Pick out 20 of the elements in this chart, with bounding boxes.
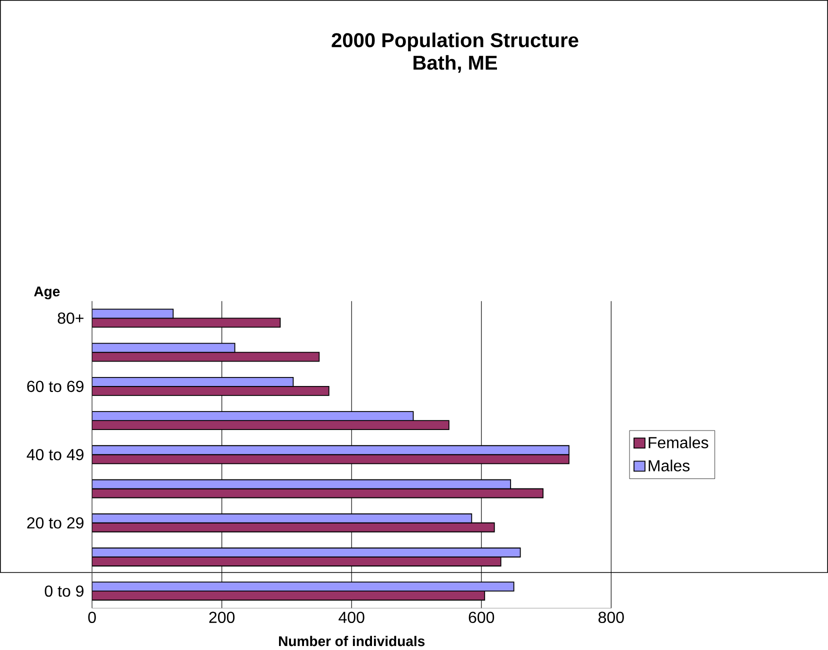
- x-tick-label: 200: [209, 612, 235, 624]
- bar: [92, 488, 544, 498]
- x-tick-label: 0: [88, 612, 96, 624]
- legend-label: Females: [648, 436, 708, 449]
- chart-subtitle: Bath, ME: [414, 55, 498, 73]
- chart-title: 2000 Population Structure: [332, 32, 578, 52]
- y-tick-label: 80+: [58, 312, 84, 324]
- bar: [92, 343, 236, 353]
- legend-label: Males: [648, 460, 690, 472]
- x-tick-label: 600: [468, 612, 494, 624]
- y-tick-label: 0 to 9: [44, 586, 84, 598]
- bar: [92, 480, 512, 490]
- y-tick-label: 60 to 69: [27, 380, 84, 392]
- y-tick-label: 20 to 29: [27, 517, 84, 529]
- y-tick-label: 40 to 49: [26, 449, 84, 461]
- bar: [92, 352, 320, 362]
- y-axis-title: Age: [34, 286, 60, 300]
- x-tick-label: 800: [598, 612, 624, 624]
- x-tick-label: 400: [338, 612, 364, 624]
- x-axis-title: Number of individuals: [279, 636, 425, 646]
